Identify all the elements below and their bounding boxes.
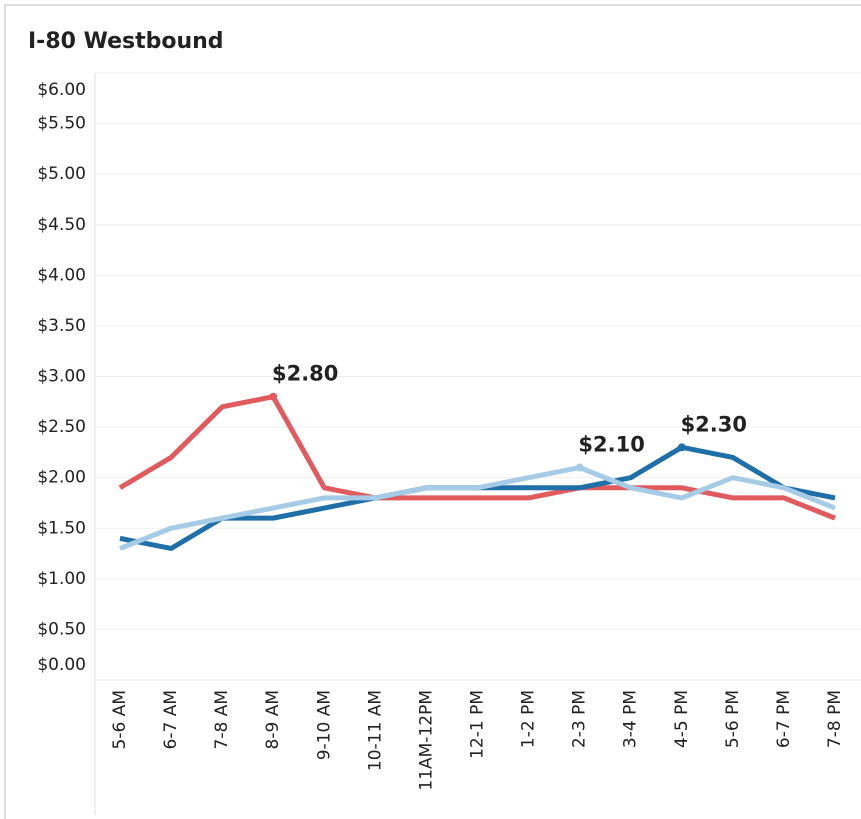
y-tick-label: $5.00 xyxy=(37,164,86,184)
x-tick-label: 3-4 PM xyxy=(621,690,641,748)
y-tick-label: $3.50 xyxy=(37,316,86,336)
y-tick-label: $6.00 xyxy=(37,80,86,100)
data-label: $2.80 xyxy=(272,362,338,386)
data-label: $2.10 xyxy=(578,433,644,457)
x-tick-label: 5-6 PM xyxy=(723,690,743,748)
x-tick-label: 11AM-12PM xyxy=(416,690,436,791)
x-tick-label: 12-1 PM xyxy=(468,690,488,759)
x-tick-label: 6-7 AM xyxy=(161,690,181,749)
y-tick-label: $2.00 xyxy=(37,468,86,488)
y-tick-label: $5.50 xyxy=(37,114,86,134)
highlight-point xyxy=(269,392,278,401)
y-tick-label: $1.00 xyxy=(37,569,86,589)
y-tick-label: $1.50 xyxy=(37,518,86,538)
data-label: $2.30 xyxy=(681,412,747,436)
y-tick-label: $0.50 xyxy=(37,619,86,639)
x-tick-label: 5-6 AM xyxy=(110,690,130,749)
x-tick-label: 4-5 PM xyxy=(672,690,692,748)
series-line xyxy=(119,465,836,551)
highlight-point xyxy=(575,463,584,472)
series-line xyxy=(118,394,836,521)
x-tick-label: 2-3 PM xyxy=(570,690,590,748)
x-tick-label: 8-9 AM xyxy=(263,690,283,749)
x-tick-label: 7-8 PM xyxy=(825,690,845,748)
chart-title: I-80 Westbound xyxy=(28,29,224,54)
y-tick-label: $4.50 xyxy=(37,215,86,235)
x-tick-label: 6-7 PM xyxy=(774,690,794,748)
frame xyxy=(4,4,861,819)
highlight-point xyxy=(677,443,686,452)
x-tick-label: 7-8 AM xyxy=(212,690,232,749)
y-tick-label: $2.50 xyxy=(37,417,86,437)
y-tick-label: $0.00 xyxy=(37,655,86,675)
y-tick-label: $3.00 xyxy=(37,367,86,387)
x-tick-label: 9-10 AM xyxy=(314,690,334,760)
x-tick-label: 1-2 PM xyxy=(519,690,539,748)
y-tick-label: $4.00 xyxy=(37,265,86,285)
x-tick-label: 10-11 AM xyxy=(365,690,385,771)
